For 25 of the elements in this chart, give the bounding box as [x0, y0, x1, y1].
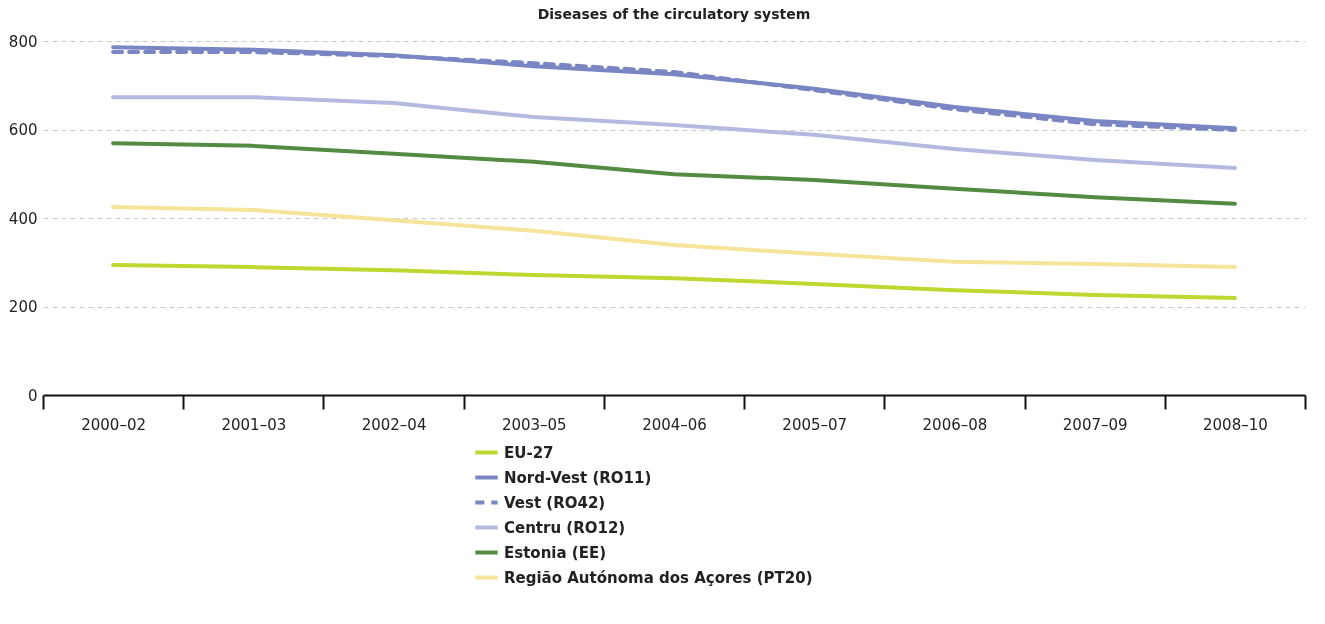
x-tick-label: 2005–07: [782, 415, 848, 434]
x-tick-label: 2008–10: [1203, 415, 1268, 434]
legend-label: Nord-Vest (RO11): [504, 468, 652, 487]
legend-label: Centru (RO12): [504, 518, 626, 537]
line-series: [111, 204, 1237, 270]
x-tick-label: 2000–02: [81, 415, 146, 434]
legend-label: Região Autónoma dos Açores (PT20): [504, 568, 813, 587]
x-tick-label: 2001–03: [221, 415, 287, 434]
y-tick-label: 200: [8, 298, 38, 316]
legend-label: Estonia (EE): [504, 543, 607, 562]
x-tick-label: 2003–05: [501, 415, 567, 434]
y-tick-label: 400: [8, 209, 38, 228]
line-series: [111, 141, 1237, 206]
chart-title: Diseases of the circulatory system: [537, 6, 811, 22]
legend-label: Vest (RO42): [504, 493, 606, 512]
line-series: [111, 262, 1237, 301]
line-series: [111, 95, 1237, 170]
x-tick-label: 2004–06: [642, 415, 707, 434]
x-tick-label: 2006–08: [922, 415, 988, 434]
x-tick-label: 2002–04: [361, 415, 427, 434]
y-tick-label: 800: [8, 32, 38, 51]
legend-label: EU-27: [504, 443, 554, 462]
y-tick-label: 600: [8, 121, 38, 139]
x-tick-label: 2007–09: [1062, 415, 1128, 434]
y-tick-label: 0: [27, 386, 38, 405]
